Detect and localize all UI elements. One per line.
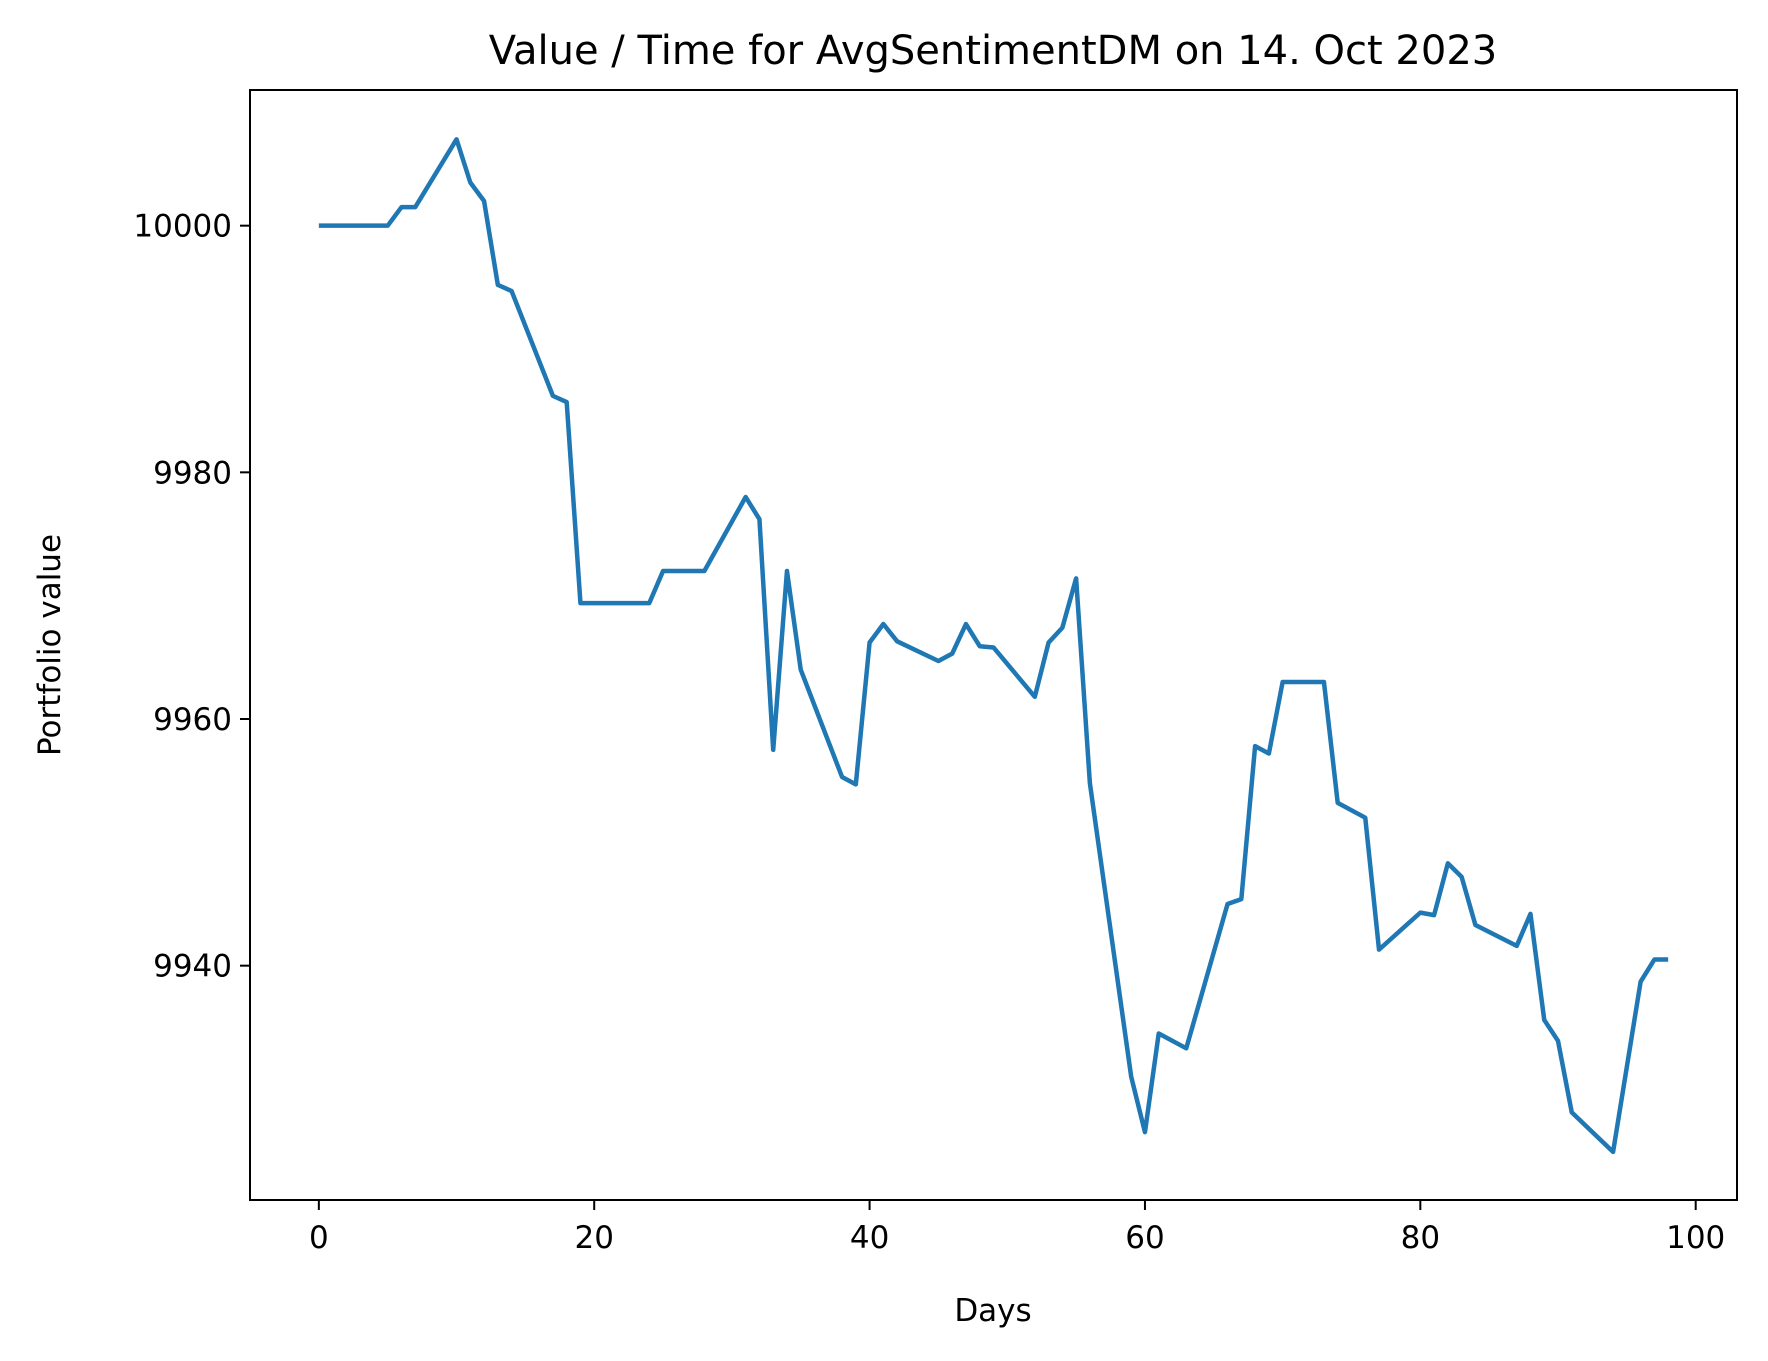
x-tick-label: 0 [309,1220,329,1256]
x-axis: 0 20 40 60 80 100 [309,1200,1725,1256]
x-tick-label: 100 [1666,1220,1725,1256]
y-axis-label: Portfolio value [32,534,68,756]
x-tick-label: 20 [574,1220,613,1256]
x-tick-label: 60 [1125,1220,1164,1256]
x-tick-label: 40 [850,1220,889,1256]
y-tick-label: 9940 [153,949,232,985]
y-axis: 9940 9960 9980 10000 [133,209,250,985]
plot-frame [249,89,1738,1201]
chart-title: Value / Time for AvgSentimentDM on 14. O… [489,28,1497,74]
y-tick-label: 9980 [153,455,232,491]
plot-area [249,89,1738,1201]
y-tick-label: 9960 [153,702,232,738]
x-axis-label: Days [954,1293,1031,1329]
x-tick-label: 80 [1401,1220,1440,1256]
y-tick-label: 10000 [133,209,232,245]
series-line [318,137,1669,1155]
